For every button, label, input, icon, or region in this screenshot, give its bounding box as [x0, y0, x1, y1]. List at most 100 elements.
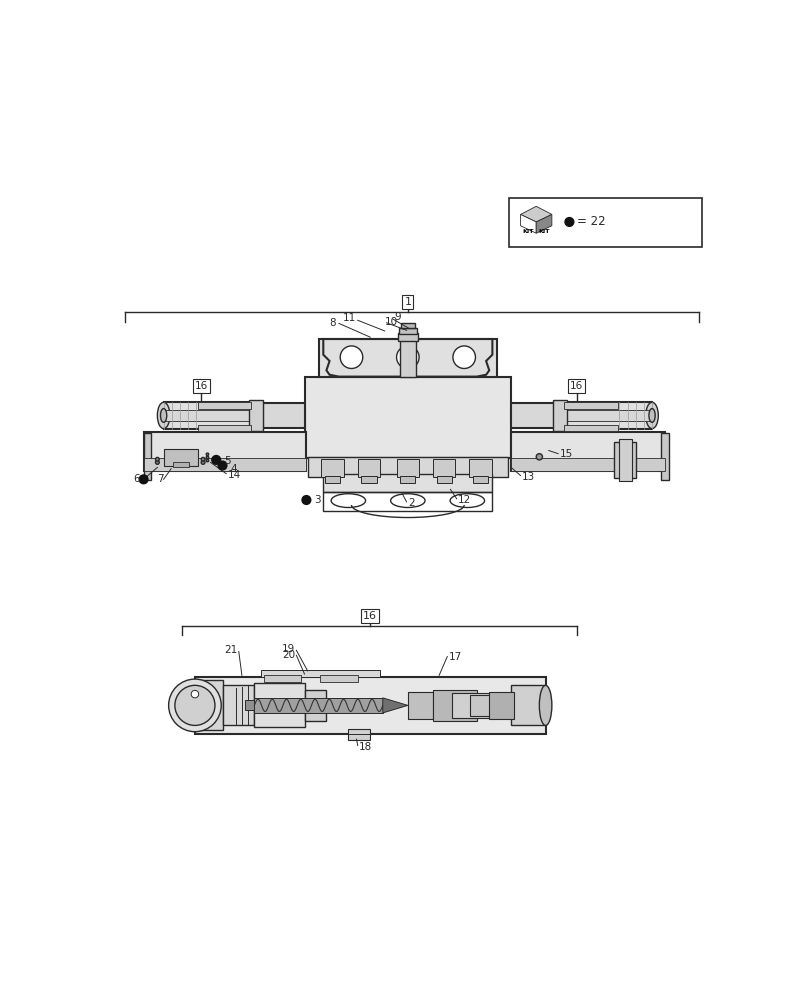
- Bar: [348, 729, 370, 740]
- Text: 17: 17: [448, 652, 462, 662]
- Text: 12: 12: [458, 495, 471, 505]
- Text: 3: 3: [314, 495, 321, 505]
- Bar: [400, 476, 415, 483]
- Bar: [401, 323, 415, 328]
- Ellipse shape: [450, 494, 485, 508]
- Bar: [615, 442, 637, 478]
- Ellipse shape: [540, 685, 552, 725]
- Bar: [323, 492, 492, 511]
- Bar: [408, 692, 433, 719]
- Bar: [399, 328, 417, 334]
- Bar: [173, 462, 189, 467]
- Polygon shape: [537, 214, 552, 233]
- Bar: [564, 402, 617, 409]
- Circle shape: [218, 461, 227, 470]
- Circle shape: [340, 346, 363, 368]
- Bar: [433, 459, 456, 477]
- Text: 7: 7: [158, 474, 164, 484]
- Bar: [305, 690, 326, 721]
- Bar: [511, 403, 553, 428]
- Text: KIT: KIT: [523, 229, 534, 234]
- Bar: [564, 410, 652, 421]
- Bar: [564, 402, 652, 429]
- Circle shape: [139, 475, 148, 484]
- Bar: [261, 670, 380, 677]
- Bar: [195, 677, 545, 734]
- Bar: [511, 685, 545, 725]
- Bar: [509, 198, 702, 247]
- Circle shape: [175, 685, 215, 725]
- Bar: [361, 476, 377, 483]
- Text: 1: 1: [404, 297, 411, 307]
- Bar: [469, 459, 492, 477]
- Bar: [398, 333, 419, 341]
- Text: 11: 11: [343, 313, 356, 323]
- Bar: [144, 433, 151, 480]
- Text: 19: 19: [282, 644, 295, 654]
- Bar: [249, 400, 263, 431]
- Bar: [144, 432, 306, 471]
- Text: 4: 4: [230, 464, 237, 474]
- Text: 10: 10: [385, 317, 398, 327]
- Bar: [263, 403, 305, 428]
- Bar: [163, 402, 251, 429]
- Bar: [255, 698, 383, 713]
- Circle shape: [201, 457, 205, 461]
- Bar: [195, 680, 223, 730]
- Text: 16: 16: [570, 381, 583, 391]
- Bar: [564, 425, 617, 431]
- Bar: [473, 476, 488, 483]
- Ellipse shape: [161, 409, 166, 422]
- Text: 13: 13: [522, 472, 535, 482]
- Bar: [305, 377, 511, 458]
- Circle shape: [206, 453, 208, 456]
- Circle shape: [397, 346, 419, 368]
- Bar: [511, 458, 664, 471]
- Bar: [223, 685, 255, 725]
- Circle shape: [201, 461, 205, 464]
- Circle shape: [155, 461, 159, 464]
- Polygon shape: [383, 698, 408, 713]
- Text: 16: 16: [195, 381, 208, 391]
- Ellipse shape: [646, 402, 659, 429]
- Circle shape: [206, 459, 208, 462]
- Bar: [320, 675, 358, 682]
- Bar: [255, 683, 305, 727]
- Bar: [470, 695, 495, 716]
- Polygon shape: [520, 214, 537, 233]
- Bar: [511, 432, 664, 471]
- Text: 9: 9: [394, 312, 401, 322]
- Bar: [319, 339, 498, 377]
- Circle shape: [212, 456, 221, 464]
- Circle shape: [206, 456, 208, 459]
- Bar: [436, 476, 452, 483]
- Bar: [490, 692, 515, 719]
- Text: 15: 15: [559, 449, 573, 459]
- Bar: [452, 693, 490, 718]
- Text: 2: 2: [408, 498, 415, 508]
- Ellipse shape: [649, 409, 655, 422]
- Bar: [433, 690, 477, 721]
- Polygon shape: [520, 206, 552, 222]
- Circle shape: [453, 346, 475, 368]
- Circle shape: [565, 218, 574, 226]
- Bar: [620, 439, 632, 481]
- Text: 14: 14: [228, 470, 241, 480]
- Circle shape: [302, 496, 311, 504]
- Text: 20: 20: [282, 650, 295, 660]
- Bar: [144, 458, 306, 471]
- Bar: [323, 474, 492, 492]
- Bar: [662, 433, 669, 480]
- Bar: [198, 425, 251, 431]
- Circle shape: [537, 454, 542, 460]
- Ellipse shape: [331, 494, 365, 508]
- Bar: [322, 459, 344, 477]
- Text: 8: 8: [329, 318, 336, 328]
- Text: KIT: KIT: [539, 229, 550, 234]
- Text: 5: 5: [224, 456, 230, 466]
- Bar: [400, 336, 416, 377]
- Bar: [163, 410, 251, 421]
- Bar: [263, 675, 301, 682]
- Text: 6: 6: [133, 474, 140, 484]
- Bar: [308, 457, 508, 477]
